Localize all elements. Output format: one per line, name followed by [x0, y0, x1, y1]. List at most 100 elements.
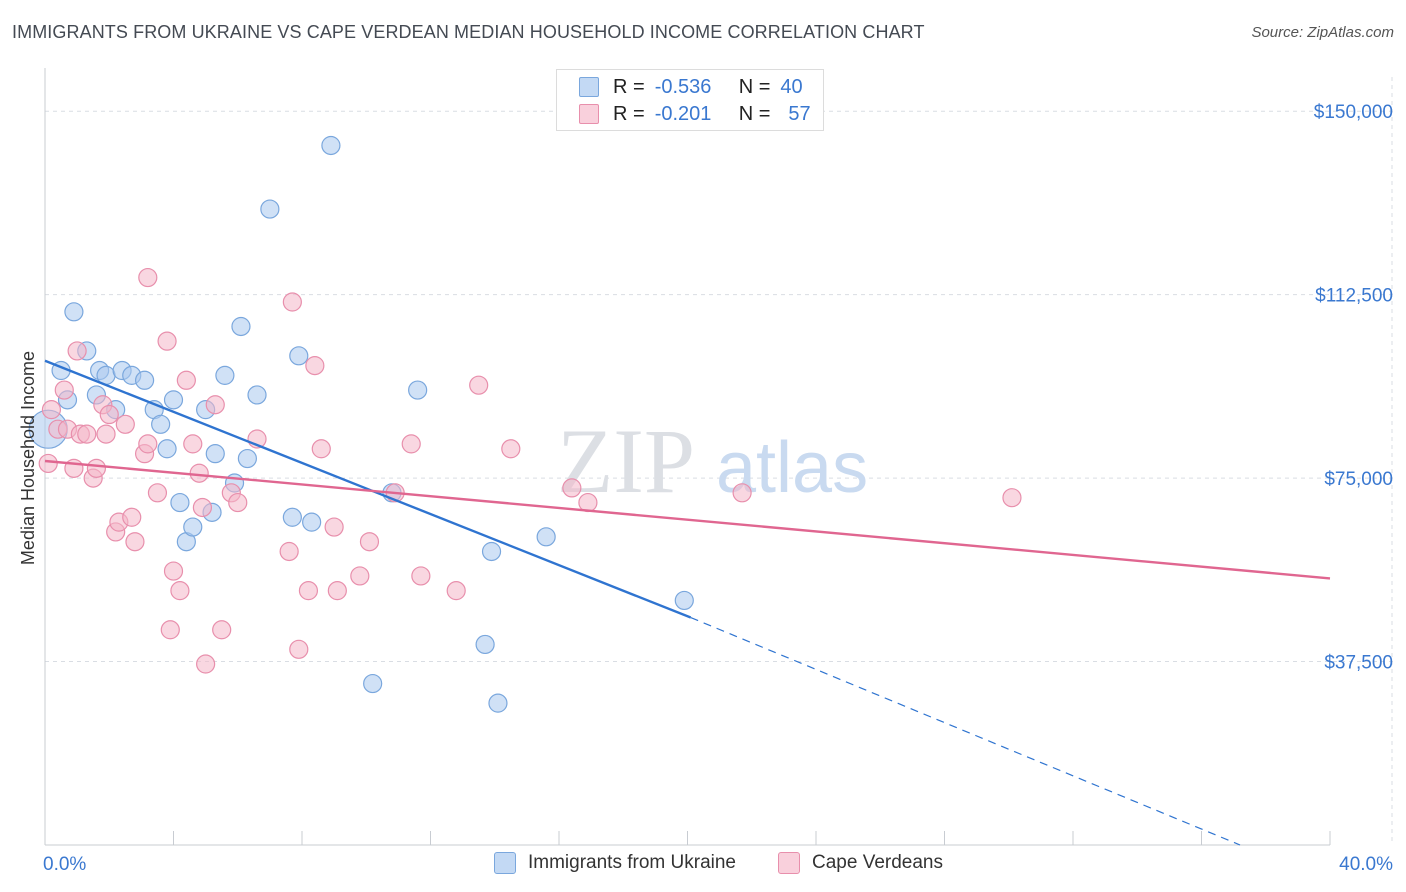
axis-labels: $37,500 $75,000 $112,500 $150,000 0.0% 40.0% M…: [18, 102, 1393, 875]
cape-verdean-point: [196, 654, 216, 674]
cape-verdean-point: [125, 532, 145, 552]
chart-title: IMMIGRANTS FROM UKRAINE VS CAPE VERDEAN …: [12, 22, 925, 42]
ukraine-point: [321, 135, 341, 156]
ukraine-point: [170, 492, 190, 513]
cape-verdean-point: [170, 581, 190, 601]
cape-verdean-point: [122, 507, 142, 527]
bottom-legend-ukraine: Immigrants from Ukraine: [494, 852, 736, 874]
ukraine-point: [536, 527, 556, 547]
cape-verdean-point: [205, 395, 225, 415]
ukraine-point: [247, 385, 267, 405]
legend-r-label: R =: [613, 102, 645, 125]
ukraine-point: [205, 444, 225, 464]
legend-n-value: 57: [788, 102, 811, 125]
cape-verdean-point: [138, 434, 158, 454]
series-1-points: [38, 267, 1022, 674]
y-tick-label: $75,000: [1324, 469, 1393, 490]
cape-verdean-point: [359, 532, 380, 552]
cape-verdean-point: [138, 267, 158, 288]
cape-verdean-point: [501, 439, 521, 459]
legend-swatch-ukraine: [579, 77, 599, 97]
bottom-legend-cape-verdean: Cape Verdeans: [778, 852, 943, 874]
cape-verdean-point: [562, 478, 582, 498]
cape-verdean-point: [350, 566, 370, 586]
cape-verdean-point: [54, 380, 74, 400]
watermark-zip: ZIP: [557, 410, 695, 512]
cape-verdean-point: [298, 581, 319, 601]
source-label: Source: ZipAtlas.com: [1251, 24, 1394, 41]
ukraine-point: [157, 439, 177, 459]
data-points: [28, 135, 1022, 713]
cape-verdean-point: [38, 453, 58, 474]
cape-verdean-point: [160, 620, 180, 640]
cape-verdean-point: [324, 517, 344, 537]
y-tick-label: $37,500: [1324, 653, 1393, 674]
legend-row-cape-verdean: R = -0.201 N = 57: [579, 102, 811, 126]
cape-verdean-point: [228, 492, 248, 513]
legend-n-value: 40: [780, 75, 803, 98]
y-axis-label: Median Household Income: [18, 351, 38, 565]
cape-verdean-point: [311, 439, 331, 459]
cape-verdean-point: [305, 356, 325, 376]
cape-verdean-point: [1002, 488, 1022, 508]
legend-swatch-cape-verdean: [579, 104, 599, 124]
ukraine-point: [260, 199, 280, 219]
cape-verdean-point: [732, 483, 752, 503]
ukraine-point: [237, 448, 257, 469]
ukraine-point: [151, 414, 171, 434]
cape-verdean-point: [67, 341, 87, 361]
cape-verdean-point: [446, 581, 466, 601]
ukraine-point: [183, 517, 203, 537]
y-tick-label: $150,000: [1314, 102, 1393, 123]
cape-verdean-point: [183, 434, 203, 454]
cape-verdean-point: [212, 620, 232, 640]
cape-verdean-point: [163, 561, 184, 581]
y-tick-label: $112,500: [1315, 286, 1393, 307]
cape-verdean-point: [289, 639, 309, 659]
cape-verdean-point: [115, 414, 135, 434]
ukraine-point: [282, 507, 302, 527]
cape-verdean-point: [157, 331, 177, 351]
legend-r-label: R =: [613, 75, 645, 98]
ukraine-point: [163, 390, 184, 410]
legend-n-label: N =: [738, 75, 771, 98]
cape-verdean-point: [192, 497, 213, 518]
bottom-legend-swatch-cape-verdean: [778, 852, 800, 874]
ukraine-trend-extension: [690, 616, 1241, 846]
cape-verdean-point: [189, 463, 209, 483]
cape-verdean-point: [279, 541, 299, 562]
ukraine-point: [674, 590, 694, 611]
legend-row-ukraine: R = -0.536 N = 40: [579, 75, 803, 99]
cape-verdean-point: [77, 424, 97, 444]
x-tick-label-min: 0.0%: [43, 854, 86, 875]
cape-verdean-trend-line: [44, 459, 1331, 580]
cape-verdean-point: [41, 400, 62, 420]
watermark: ZIP atlas: [557, 410, 868, 512]
cape-verdean-point: [469, 375, 489, 395]
ukraine-point: [363, 673, 383, 694]
cape-verdean-point: [86, 458, 107, 478]
cape-verdean-point: [411, 566, 431, 586]
ukraine-point: [408, 380, 428, 400]
ukraine-point: [488, 693, 508, 713]
bottom-legend-swatch-ukraine: [494, 852, 516, 874]
ukraine-point: [64, 302, 84, 322]
legend-n-label: N =: [738, 102, 771, 125]
cape-verdean-point: [147, 483, 168, 503]
cape-verdean-point: [282, 292, 302, 312]
bottom-legend-label-cape-verdean: Cape Verdeans: [812, 852, 943, 873]
cape-verdean-point: [327, 581, 347, 601]
legend-r-value: -0.201: [654, 102, 712, 125]
ukraine-point: [302, 512, 322, 532]
ukraine-point: [289, 346, 309, 366]
ukraine-point: [231, 316, 251, 337]
ukraine-point: [475, 634, 495, 655]
ukraine-point: [134, 370, 155, 390]
cape-verdean-point: [96, 424, 116, 444]
cape-verdean-point: [401, 434, 421, 454]
cape-verdean-point: [176, 370, 196, 390]
legend-r-value: -0.536: [654, 75, 712, 98]
ukraine-point: [481, 541, 502, 562]
trend-lines: [44, 359, 1331, 846]
